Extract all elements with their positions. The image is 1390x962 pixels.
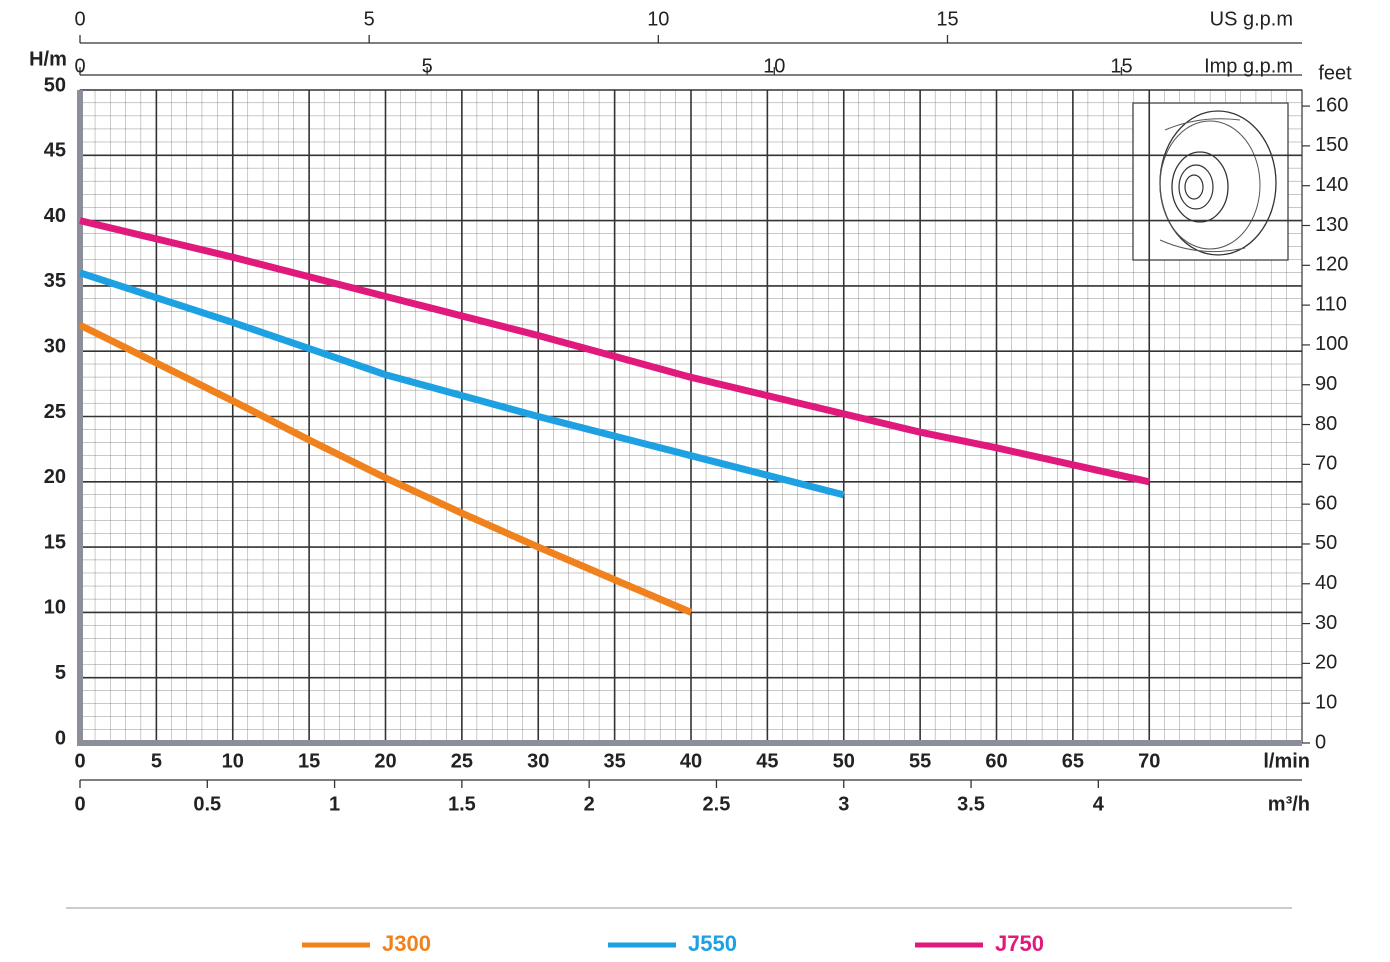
extra-x-tick-label: 2 [584,793,595,815]
y2-tick-label: 60 [1315,492,1337,514]
y2-tick-label: 100 [1315,333,1348,355]
series-line [78,269,845,499]
x-tick-label: 35 [604,750,626,772]
y-tick-label: 50 [44,74,66,96]
x-tick-label: 25 [451,750,473,772]
y2-tick-label: 40 [1315,572,1337,594]
y-tick-label: 45 [44,140,66,162]
y-tick-label: 35 [44,270,66,292]
extra-x-tick-label: 5 [364,8,375,30]
extra-x-tick-label: 0 [74,55,85,77]
extra-x-tick-label: 3.5 [957,793,985,815]
y2-tick-label: 50 [1315,532,1337,554]
y2-tick-label: 120 [1315,254,1348,276]
x-tick-label: 55 [909,750,931,772]
x-tick-label: 65 [1062,750,1084,772]
y2-tick-label: 160 [1315,94,1348,116]
y-tick-label: 30 [44,335,66,357]
y2-tick-label: 20 [1315,652,1337,674]
x-tick-label: 0 [74,750,85,772]
y2-tick-label: 30 [1315,612,1337,634]
x-tick-label: 60 [985,750,1007,772]
extra-x-tick-label: 0 [74,793,85,815]
extra-x-tick-label: 15 [1110,55,1132,77]
extra-x-tick-label: 3 [838,793,849,815]
series-line [79,217,1151,486]
x-tick-label: 20 [374,750,396,772]
x-tick-label: 15 [298,750,320,772]
y2-tick-label: 140 [1315,174,1348,196]
extra-x-tick-label: 0.5 [193,793,221,815]
extra-x-tick-label: 5 [422,55,433,77]
y2-tick-label: 130 [1315,214,1348,236]
extra-x-axis-label: m³/h [1268,793,1310,815]
extra-x-tick-label: 15 [936,8,958,30]
extra-x-tick-label: 4 [1093,793,1105,815]
y-tick-label: 5 [55,662,66,684]
series-line [78,321,693,616]
impeller-image [1132,102,1289,261]
x-axis-label: l/min [1263,750,1310,772]
y2-tick-label: 150 [1315,134,1348,156]
x-tick-label: 50 [833,750,855,772]
y2-axis-label: feet [1318,62,1352,84]
legend-label: J550 [688,931,737,956]
y2-tick-label: 10 [1315,691,1337,713]
extra-x-tick-label: 10 [647,8,669,30]
y2-tick-label: 110 [1315,293,1347,315]
legend-label: J300 [382,931,431,956]
extra-x-tick-label: 1 [329,793,340,815]
y2-tick-label: 0 [1315,731,1326,753]
y2-tick-label: 70 [1315,453,1337,475]
y-axis-label: H/m [29,48,67,70]
y-tick-label: 10 [44,597,66,619]
extra-x-tick-label: 2.5 [703,793,731,815]
x-tick-label: 5 [151,750,162,772]
x-tick-label: 70 [1138,750,1160,772]
y-tick-label: 15 [44,531,66,553]
extra-x-axis-label: Imp g.p.m [1204,55,1293,77]
y-tick-label: 0 [55,727,66,749]
extra-x-tick-label: 0 [74,8,85,30]
x-tick-label: 45 [756,750,778,772]
y-tick-label: 25 [44,401,66,423]
x-tick-label: 40 [680,750,702,772]
y2-tick-label: 90 [1315,373,1337,395]
extra-x-tick-label: 10 [763,55,785,77]
legend-label: J750 [995,931,1044,956]
y2-tick-label: 80 [1315,413,1337,435]
extra-x-axis-label: US g.p.m [1210,8,1293,30]
x-tick-label: 10 [222,750,244,772]
extra-x-tick-label: 1.5 [448,793,476,815]
x-tick-label: 30 [527,750,549,772]
y-tick-label: 20 [44,466,66,488]
y-tick-label: 40 [44,205,66,227]
